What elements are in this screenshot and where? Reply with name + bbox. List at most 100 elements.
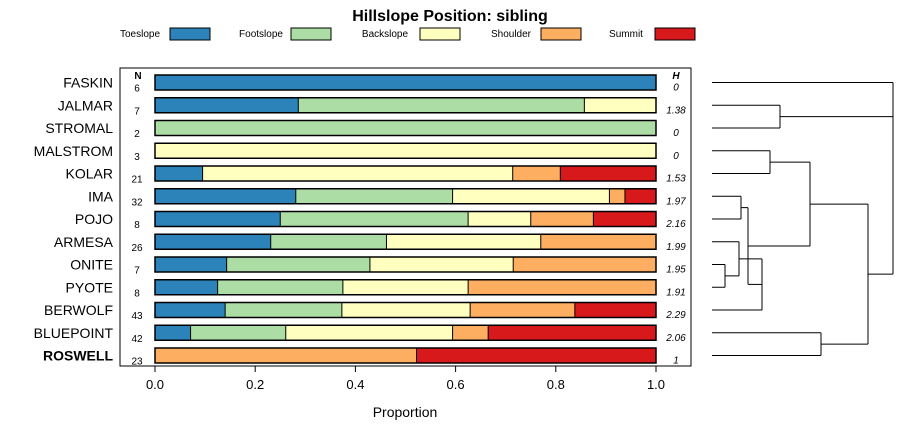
bar-segment-footslope: [270, 234, 387, 250]
dendrogram: [712, 82, 894, 356]
legend-label-footslope: Footslope: [239, 29, 283, 40]
row-label: PYOTE: [66, 279, 113, 295]
n-column-header: N: [134, 71, 141, 82]
bar-segment-backslope: [468, 211, 531, 227]
bar-outline: [154, 279, 657, 296]
bar-outline: [154, 74, 657, 91]
bar-segment-summit: [574, 302, 656, 318]
bar-segment-footslope: [226, 257, 370, 272]
row-malstrom: MALSTROM 3 0: [34, 142, 679, 163]
row-h-value: 1.53: [666, 174, 686, 185]
row-h-value: 1.38: [666, 105, 686, 116]
row-onite: ONITE 7 1.95: [70, 256, 686, 277]
x-tick-label: 0.2: [246, 377, 264, 392]
x-tick-label: 0.8: [547, 377, 565, 392]
bar-outline: [154, 165, 657, 182]
row-label: POJO: [75, 211, 113, 227]
bar-segment-shoulder: [609, 188, 625, 204]
legend-label-toeslope: Toeslope: [120, 29, 160, 40]
bar-segment-backslope: [155, 143, 656, 159]
bar-segment-toeslope: [155, 325, 191, 341]
bar-segment-toeslope: [155, 302, 226, 318]
legend-swatch-backslope: [419, 27, 461, 41]
bar-segment-backslope: [202, 166, 513, 181]
bar-segment-shoulder: [155, 348, 417, 363]
bar-outline: [154, 256, 657, 273]
row-label: FASKIN: [63, 75, 113, 91]
bar-segment-footslope: [217, 279, 343, 295]
legend-swatch-summit: [654, 27, 696, 41]
row-h-value: 1.95: [666, 265, 686, 276]
row-h-value: 0: [673, 151, 679, 162]
row-n-count: 23: [131, 357, 143, 368]
row-berwolf: BERWOLF 43 2.29: [44, 301, 686, 322]
bar-segment-summit: [488, 325, 656, 341]
row-n-count: 8: [134, 288, 140, 299]
legend-label-summit: Summit: [609, 29, 643, 40]
row-h-value: 1.91: [666, 287, 685, 298]
legend-label-shoulder: Shoulder: [491, 29, 532, 40]
row-armesa: ARMESA 26 1.99: [54, 233, 686, 254]
bar-segment-shoulder: [540, 234, 656, 250]
row-label: STROMAL: [45, 120, 113, 136]
row-roswell: ROSWELL 23 1: [43, 347, 679, 368]
row-n-count: 7: [134, 106, 140, 117]
row-h-value: 1.97: [666, 196, 686, 207]
row-n-count: 42: [131, 334, 143, 345]
row-n-count: 21: [131, 175, 143, 186]
legend: Toeslope Footslope Backslope Shoulder Summit: [120, 27, 696, 41]
bar-segment-summit: [416, 348, 656, 363]
row-h-value: 1: [673, 356, 679, 367]
row-ima: IMA 32 1.97: [88, 188, 686, 208]
legend-swatch-toeslope: [169, 27, 211, 41]
row-label: KOLAR: [66, 166, 113, 182]
bar-segment-shoulder: [512, 166, 561, 181]
bar-outline: [154, 142, 657, 159]
row-label: IMA: [88, 188, 114, 204]
row-n-count: 8: [134, 220, 140, 231]
row-label: ROSWELL: [43, 348, 113, 364]
bar-segment-backslope: [452, 188, 610, 204]
bar-segment-footslope: [155, 120, 656, 136]
row-n-count: 26: [131, 243, 143, 254]
bar-segment-summit: [560, 166, 656, 181]
bar-segment-toeslope: [155, 279, 218, 295]
bar-segment-toeslope: [155, 188, 296, 204]
row-n-count: 43: [131, 311, 143, 322]
row-n-count: 32: [131, 197, 143, 208]
row-h-value: 0: [673, 83, 679, 94]
bar-segment-summit: [593, 211, 656, 227]
row-h-value: 1.99: [666, 242, 686, 253]
bar-segment-shoulder: [468, 279, 656, 295]
row-label: BLUEPOINT: [34, 325, 114, 341]
bar-segment-toeslope: [155, 234, 271, 250]
bar-segment-toeslope: [155, 257, 227, 272]
row-jalmar: JALMAR 7 1.38: [58, 97, 686, 117]
row-h-value: 0: [673, 128, 679, 139]
legend-label-backslope: Backslope: [362, 29, 409, 40]
bar-outline: [154, 97, 657, 114]
row-label: MALSTROM: [34, 143, 113, 159]
bar-segment-toeslope: [155, 211, 281, 227]
bar-segment-backslope: [341, 302, 471, 318]
row-pojo: POJO 8 2.16: [75, 210, 686, 231]
bar-segment-footslope: [190, 325, 286, 341]
x-tick-label: 0.6: [447, 377, 465, 392]
row-stromal: STROMAL 2 0: [45, 119, 679, 140]
bar-segment-shoulder: [452, 325, 489, 341]
bar-segment-backslope: [386, 234, 541, 250]
plot-frame: [119, 67, 692, 367]
bar-segment-backslope: [342, 279, 469, 295]
bar-outline: [154, 188, 657, 205]
bar-outline: [154, 210, 657, 228]
row-kolar: KOLAR 21 1.53: [66, 165, 686, 186]
bar-segment-backslope: [369, 257, 514, 272]
row-n-count: 3: [134, 152, 140, 163]
bar-rows: FASKIN 6 0 JALMAR 7 1.38 STROMAL 2 0 MALSTROM 3 0 KO…: [34, 74, 686, 368]
bar-outline: [154, 324, 657, 341]
row-faskin: FASKIN 6 0: [63, 74, 679, 95]
chart-title: Hillslope Position: sibling: [352, 8, 548, 25]
bar-segment-shoulder: [513, 257, 656, 272]
row-h-value: 2.29: [665, 310, 686, 321]
